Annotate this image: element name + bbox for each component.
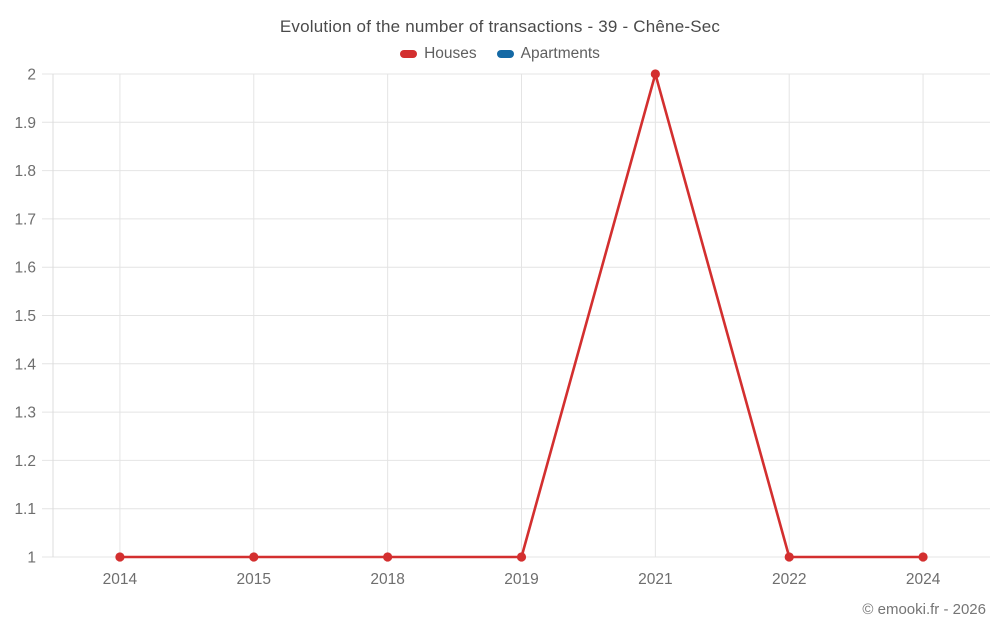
legend-marker-apartments xyxy=(496,50,514,58)
y-axis-label: 2 xyxy=(27,67,36,84)
y-axis-label: 1.7 xyxy=(14,211,36,228)
x-axis-label: 2018 xyxy=(370,571,404,588)
chart-title: Evolution of the number of transactions … xyxy=(279,17,721,36)
y-axis-label: 1.4 xyxy=(14,356,36,373)
legend-item-houses[interactable]: Houses xyxy=(400,45,477,63)
y-axis-label: 1.1 xyxy=(14,501,36,518)
data-point-houses[interactable] xyxy=(918,552,928,562)
data-point-houses[interactable] xyxy=(650,69,660,79)
legend-label: Apartments xyxy=(520,45,600,62)
data-point-houses[interactable] xyxy=(249,552,259,562)
y-axis-label: 1.8 xyxy=(14,163,36,180)
x-axis-label: 2019 xyxy=(504,571,538,588)
y-axis-label: 1.3 xyxy=(14,405,36,422)
copyright-text: © emooki.fr - 2026 xyxy=(862,601,986,618)
y-axis-label: 1.6 xyxy=(14,260,36,277)
legend-label: Houses xyxy=(424,45,477,62)
data-point-houses[interactable] xyxy=(115,552,125,562)
data-point-houses[interactable] xyxy=(383,552,393,562)
data-point-houses[interactable] xyxy=(516,552,527,562)
x-axis-label: 2021 xyxy=(638,571,672,588)
x-axis-label: 2022 xyxy=(772,571,806,588)
x-axis-label: 2014 xyxy=(103,571,138,588)
x-axis-label: 2024 xyxy=(906,571,941,588)
y-axis-label: 1 xyxy=(27,550,36,567)
legend-marker-houses xyxy=(400,50,418,58)
y-axis-label: 1.9 xyxy=(14,115,36,132)
data-point-houses[interactable] xyxy=(784,552,794,562)
y-axis-label: 1.5 xyxy=(14,308,36,325)
legend-item-apartments[interactable]: Apartments xyxy=(496,45,600,63)
y-axis-label: 1.2 xyxy=(14,453,36,470)
x-axis-label: 2015 xyxy=(237,571,271,588)
legend: Houses Apartments xyxy=(0,45,1000,63)
